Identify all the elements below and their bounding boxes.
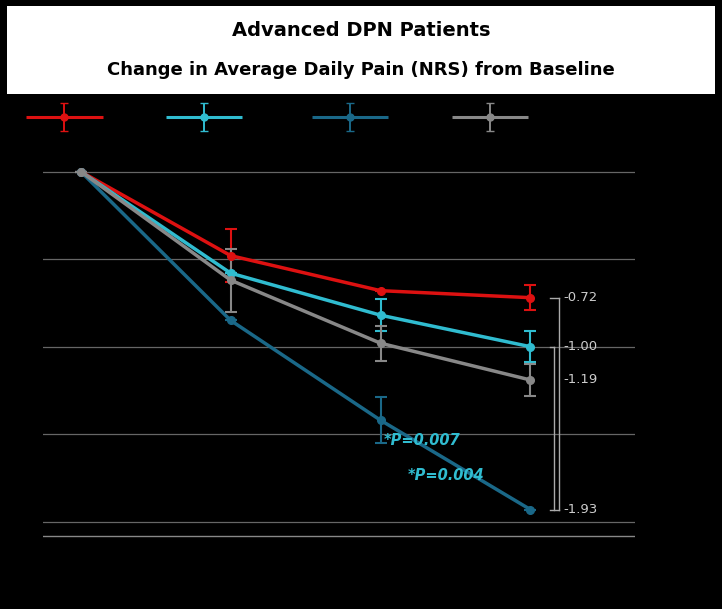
Text: Change in Average Daily Pain (NRS) from Baseline: Change in Average Daily Pain (NRS) from … [107,61,615,79]
Text: -1.93: -1.93 [563,503,598,516]
Text: -1.19: -1.19 [563,373,598,387]
Text: Advanced DPN Patients: Advanced DPN Patients [232,21,490,40]
Text: -0.72: -0.72 [563,291,598,304]
Text: *P=0.004: *P=0.004 [407,468,484,483]
Text: -1.00: -1.00 [563,340,598,353]
Text: *P=0.007: *P=0.007 [383,433,460,448]
